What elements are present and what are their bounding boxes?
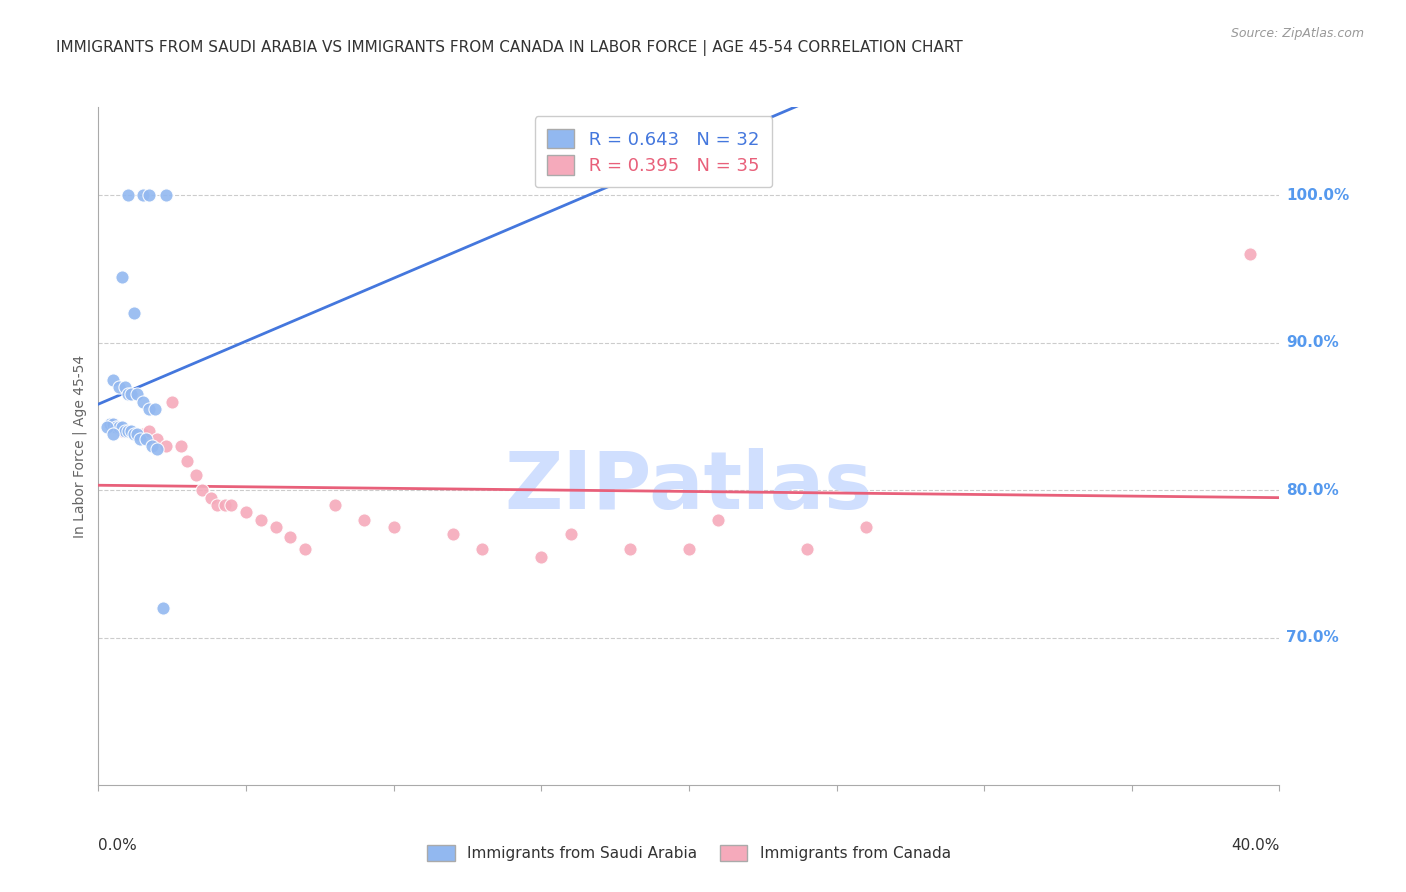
- Point: [103, 417, 125, 431]
- Point: [117, 424, 139, 438]
- Point: [105, 420, 128, 434]
- Point: [138, 402, 160, 417]
- Point: [146, 432, 169, 446]
- Text: 100.0%: 100.0%: [1286, 188, 1350, 203]
- Point: [235, 505, 257, 519]
- Legend: Immigrants from Saudi Arabia, Immigrants from Canada: Immigrants from Saudi Arabia, Immigrants…: [419, 838, 959, 869]
- Point: [294, 542, 316, 557]
- Point: [170, 439, 193, 453]
- Point: [441, 527, 464, 541]
- Text: 80.0%: 80.0%: [1286, 483, 1340, 498]
- Point: [98, 417, 121, 431]
- Text: 40.0%: 40.0%: [1232, 838, 1279, 854]
- Point: [280, 530, 302, 544]
- Point: [108, 420, 131, 434]
- Point: [120, 387, 142, 401]
- Point: [205, 498, 228, 512]
- Text: 90.0%: 90.0%: [1286, 335, 1340, 351]
- Point: [619, 542, 641, 557]
- Point: [111, 420, 134, 434]
- Point: [176, 454, 198, 468]
- Point: [141, 439, 163, 453]
- Point: [560, 527, 582, 541]
- Point: [125, 427, 148, 442]
- Point: [132, 427, 155, 442]
- Point: [125, 427, 148, 442]
- Point: [264, 520, 287, 534]
- Point: [120, 424, 142, 438]
- Point: [117, 424, 139, 438]
- Point: [132, 188, 155, 202]
- Point: [155, 188, 177, 202]
- Point: [128, 432, 150, 446]
- Point: [125, 387, 148, 401]
- Point: [132, 394, 155, 409]
- Point: [138, 424, 160, 438]
- Point: [855, 520, 877, 534]
- Point: [471, 542, 494, 557]
- Point: [138, 188, 160, 202]
- Point: [122, 306, 145, 320]
- Text: Source: ZipAtlas.com: Source: ZipAtlas.com: [1230, 27, 1364, 40]
- Point: [530, 549, 553, 564]
- Y-axis label: In Labor Force | Age 45-54: In Labor Force | Age 45-54: [73, 354, 87, 538]
- Point: [678, 542, 700, 557]
- Text: IMMIGRANTS FROM SAUDI ARABIA VS IMMIGRANTS FROM CANADA IN LABOR FORCE | AGE 45-5: IMMIGRANTS FROM SAUDI ARABIA VS IMMIGRAN…: [56, 40, 963, 56]
- Point: [162, 394, 183, 409]
- Point: [114, 424, 136, 438]
- Point: [214, 498, 236, 512]
- Point: [382, 520, 405, 534]
- Point: [108, 380, 131, 394]
- Point: [191, 483, 214, 498]
- Point: [796, 542, 818, 557]
- Text: 0.0%: 0.0%: [98, 838, 138, 854]
- Point: [135, 432, 157, 446]
- Point: [221, 498, 243, 512]
- Point: [103, 373, 125, 387]
- Point: [111, 269, 134, 284]
- Point: [143, 402, 166, 417]
- Point: [117, 387, 139, 401]
- Point: [353, 513, 375, 527]
- Point: [111, 424, 134, 438]
- Point: [1239, 247, 1261, 261]
- Point: [122, 427, 145, 442]
- Point: [152, 601, 174, 615]
- Point: [707, 513, 730, 527]
- Point: [103, 417, 125, 431]
- Point: [250, 513, 273, 527]
- Point: [155, 439, 177, 453]
- Text: 70.0%: 70.0%: [1286, 630, 1340, 645]
- Point: [103, 427, 125, 442]
- Point: [114, 380, 136, 394]
- Point: [200, 491, 222, 505]
- Text: ZIPatlas: ZIPatlas: [505, 448, 873, 525]
- Point: [96, 420, 118, 434]
- Point: [323, 498, 346, 512]
- Point: [146, 442, 169, 456]
- Point: [184, 468, 207, 483]
- Point: [117, 188, 139, 202]
